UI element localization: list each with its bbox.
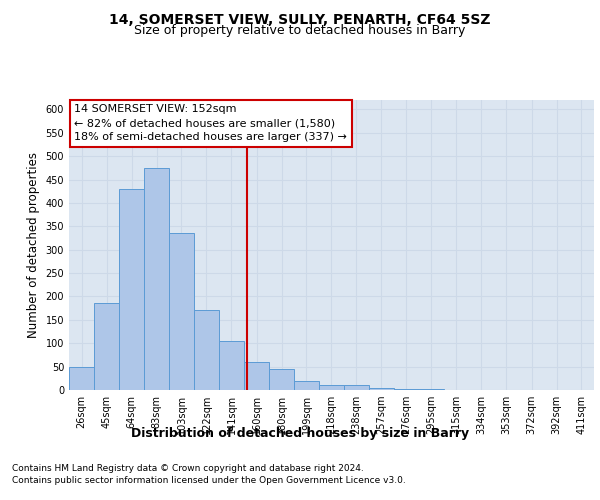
Bar [344, 386, 369, 390]
Y-axis label: Number of detached properties: Number of detached properties [27, 152, 40, 338]
Bar [144, 168, 169, 390]
Text: Distribution of detached houses by size in Barry: Distribution of detached houses by size … [131, 428, 469, 440]
Bar [94, 304, 119, 390]
Text: 14 SOMERSET VIEW: 152sqm
← 82% of detached houses are smaller (1,580)
18% of sem: 14 SOMERSET VIEW: 152sqm ← 82% of detach… [74, 104, 347, 142]
Bar [319, 386, 344, 390]
Bar [119, 189, 144, 390]
Bar [169, 234, 194, 390]
Bar [419, 389, 444, 390]
Bar [69, 366, 94, 390]
Bar [369, 388, 394, 390]
Bar [219, 341, 244, 390]
Bar [269, 369, 294, 390]
Text: Size of property relative to detached houses in Barry: Size of property relative to detached ho… [134, 24, 466, 37]
Text: 14, SOMERSET VIEW, SULLY, PENARTH, CF64 5SZ: 14, SOMERSET VIEW, SULLY, PENARTH, CF64 … [109, 12, 491, 26]
Bar [244, 362, 269, 390]
Bar [294, 380, 319, 390]
Text: Contains HM Land Registry data © Crown copyright and database right 2024.: Contains HM Land Registry data © Crown c… [12, 464, 364, 473]
Bar [194, 310, 219, 390]
Bar [394, 388, 419, 390]
Text: Contains public sector information licensed under the Open Government Licence v3: Contains public sector information licen… [12, 476, 406, 485]
